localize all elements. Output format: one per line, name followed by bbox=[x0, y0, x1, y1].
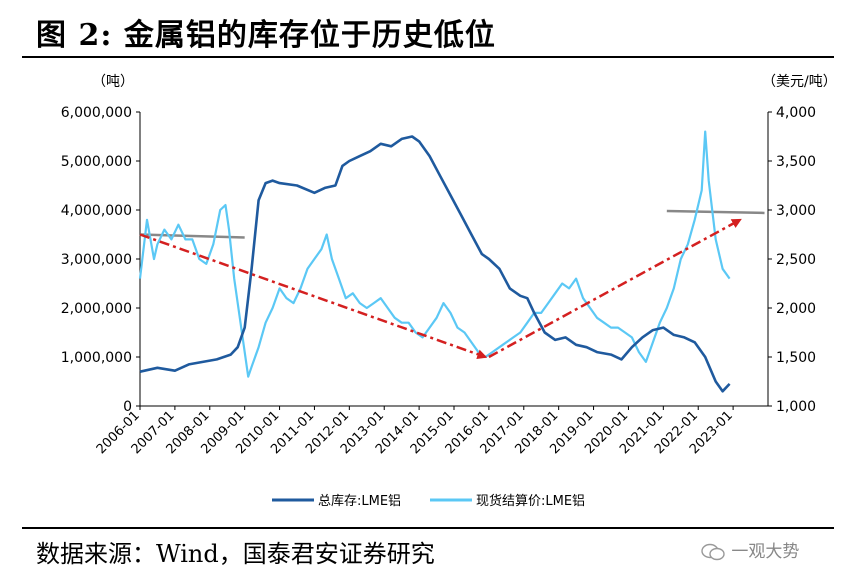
legend: 总库存:LME铝 现货结算价:LME铝 bbox=[272, 493, 585, 509]
y-right-tick-label: 2,000 bbox=[776, 301, 816, 317]
reference-line bbox=[666, 209, 765, 215]
watermark-text: 一观大势 bbox=[731, 542, 800, 562]
wechat-icon bbox=[701, 543, 725, 561]
y-left-tick-label: 4,000,000 bbox=[61, 203, 132, 219]
y-left-unit: （吨） bbox=[92, 74, 134, 90]
y-right-unit: （美元/吨） bbox=[762, 74, 837, 90]
series-line-price bbox=[138, 130, 731, 378]
y-right-tick-label: 2,500 bbox=[776, 252, 816, 268]
plot-area bbox=[138, 130, 765, 393]
y-right-tick-label: 3,000 bbox=[776, 203, 816, 219]
series-line-inventory bbox=[139, 135, 731, 393]
y-left-tick-label: 2,000,000 bbox=[61, 301, 132, 317]
y-right-tick-label: 1,000 bbox=[776, 399, 816, 415]
y-left-tick-label: 3,000,000 bbox=[61, 252, 132, 268]
reference-line bbox=[139, 233, 245, 239]
legend-label-price: 现货结算价:LME铝 bbox=[476, 493, 585, 509]
data-source: 数据来源：Wind，国泰君安证券研究 bbox=[36, 540, 435, 568]
y-right-tick-label: 4,000 bbox=[776, 105, 816, 121]
y-left-tick-label: 6,000,000 bbox=[61, 105, 132, 121]
y-left-tick-label: 1,000,000 bbox=[61, 350, 132, 366]
y-right-tick-label: 1,500 bbox=[776, 350, 816, 366]
trend-arrow bbox=[488, 218, 742, 359]
chart: （吨） （美元/吨） 0 1,000,000 2,000,000 3,000,000 4… bbox=[61, 74, 837, 509]
title-rule bbox=[22, 56, 834, 58]
page-title: 图 2: 金属铝的库存位于历史低位 bbox=[36, 18, 496, 53]
y-left-tick-label: 5,000,000 bbox=[61, 154, 132, 170]
footer-rule bbox=[22, 527, 834, 529]
y-right-tick-label: 3,500 bbox=[776, 154, 816, 170]
legend-label-inventory: 总库存:LME铝 bbox=[318, 493, 401, 509]
y-left-tick-label: 0 bbox=[123, 399, 132, 415]
trend-arrow bbox=[139, 233, 488, 360]
watermark: 一观大势 bbox=[700, 537, 799, 562]
